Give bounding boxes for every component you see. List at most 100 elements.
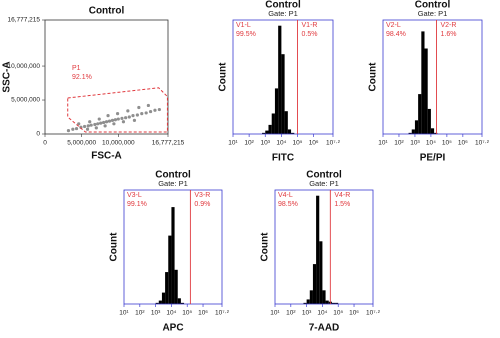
event-point <box>144 111 148 115</box>
x-tick-label: 10⁵ <box>333 310 343 317</box>
histogram-bar <box>430 128 435 134</box>
x-tick-label: 10⁶ <box>198 310 208 317</box>
y-axis-label: Count <box>109 232 120 262</box>
x-tick-label: 10,000,000 <box>102 140 135 147</box>
event-point <box>82 124 87 129</box>
chart-subtitle: Gate: P1 <box>309 179 339 188</box>
event-point <box>157 107 161 112</box>
x-tick-label: 10² <box>244 140 254 147</box>
x-tick-label: 10⁴ <box>166 310 176 317</box>
event-point <box>88 120 92 124</box>
x-tick-label: 10⁵ <box>182 310 192 317</box>
region-percent: 1.5% <box>334 201 350 208</box>
histogram-bar <box>271 113 275 134</box>
region-percent: 0.9% <box>194 201 210 208</box>
x-tick-label: 10⁴ <box>276 140 286 147</box>
x-tick-label: 10³ <box>261 140 271 147</box>
y-tick-label: 0 <box>36 131 40 138</box>
histogram-bar <box>335 302 339 304</box>
x-axis-label: FSC-A <box>91 151 122 162</box>
histogram-bar <box>418 94 422 134</box>
plot-frame <box>382 19 483 135</box>
histogram-bar <box>411 129 415 134</box>
x-tick-label: 10¹ <box>119 310 129 317</box>
event-point <box>140 112 144 116</box>
x-tick-label: 10⁷·² <box>366 310 381 317</box>
histogram-bar <box>158 300 162 304</box>
event-point <box>113 118 117 122</box>
histogram-bar <box>284 111 288 134</box>
plot-frame <box>274 189 374 305</box>
event-point <box>126 109 130 113</box>
histogram-bar <box>262 132 266 134</box>
chart-title: Control <box>415 0 451 11</box>
histogram-bar <box>274 88 279 134</box>
x-tick-label: 10⁷·² <box>326 140 341 147</box>
y-axis-label: Count <box>218 62 229 92</box>
chart-title: Control <box>89 6 125 17</box>
plot-frame <box>232 19 334 135</box>
region-name: V2-R <box>440 22 456 29</box>
x-tick-label: 10⁶ <box>349 310 359 317</box>
y-axis-label: Count <box>368 62 379 92</box>
event-point <box>148 109 153 114</box>
event-point <box>99 121 103 125</box>
x-tick-label: 10⁵ <box>442 140 452 147</box>
chart-subtitle: Gate: P1 <box>418 9 448 18</box>
x-tick-label: 10² <box>286 310 296 317</box>
event-point <box>77 122 81 126</box>
event-point <box>86 124 90 128</box>
histogram-bar <box>424 48 428 134</box>
region-name: V1-L <box>236 22 251 29</box>
histogram-bar <box>155 302 159 304</box>
event-point <box>66 129 71 133</box>
x-tick-label: 10¹ <box>270 310 280 317</box>
region-name: V4-R <box>334 192 350 199</box>
region-percent: 0.5% <box>302 31 318 38</box>
gate-name: P1 <box>72 65 81 72</box>
histogram-bar <box>174 269 178 304</box>
x-tick-label: 10⁷·² <box>475 140 490 147</box>
gate-percent: 92.1% <box>72 74 92 81</box>
event-point <box>103 124 107 128</box>
event-point <box>131 114 135 118</box>
histogram-bar <box>180 302 185 304</box>
histogram-bar <box>427 108 431 134</box>
x-tick-label: 10⁷·² <box>215 310 230 317</box>
y-tick-label: 5,000,000 <box>11 97 40 104</box>
event-point <box>71 127 75 131</box>
plot-frame <box>44 19 169 135</box>
event-point <box>106 114 110 118</box>
event-point <box>93 122 97 127</box>
histogram-bar <box>434 132 438 134</box>
event-point <box>89 123 93 127</box>
x-tick-label: 10¹ <box>378 140 388 147</box>
region-name: V4-L <box>278 192 293 199</box>
histogram-bar <box>177 298 181 304</box>
x-tick-label: 10⁴ <box>317 310 327 317</box>
event-point <box>137 105 141 110</box>
x-axis-label: APC <box>162 323 183 334</box>
event-point <box>97 117 101 121</box>
event-point <box>96 122 100 126</box>
event-point <box>110 118 115 123</box>
histogram-bar <box>322 290 326 304</box>
x-tick-label: 5,000,000 <box>67 140 96 147</box>
plot-frame <box>123 189 223 305</box>
histogram-bar <box>281 54 285 135</box>
region-name: V2-L <box>386 22 401 29</box>
x-tick-label: 10² <box>394 140 404 147</box>
x-tick-label: 10⁶ <box>309 140 319 147</box>
x-tick-label: 16,777,215 <box>152 140 185 147</box>
x-tick-label: 10⁴ <box>426 140 436 147</box>
y-axis-label: Count <box>260 232 271 262</box>
histogram-bar <box>268 124 272 134</box>
histogram-bar <box>168 235 172 304</box>
region-name: V1-R <box>302 22 318 29</box>
x-tick-label: 10⁶ <box>458 140 468 147</box>
chart-subtitle: Gate: P1 <box>268 9 298 18</box>
histogram-bar <box>265 130 269 134</box>
event-point <box>112 122 116 126</box>
event-point <box>120 116 124 120</box>
